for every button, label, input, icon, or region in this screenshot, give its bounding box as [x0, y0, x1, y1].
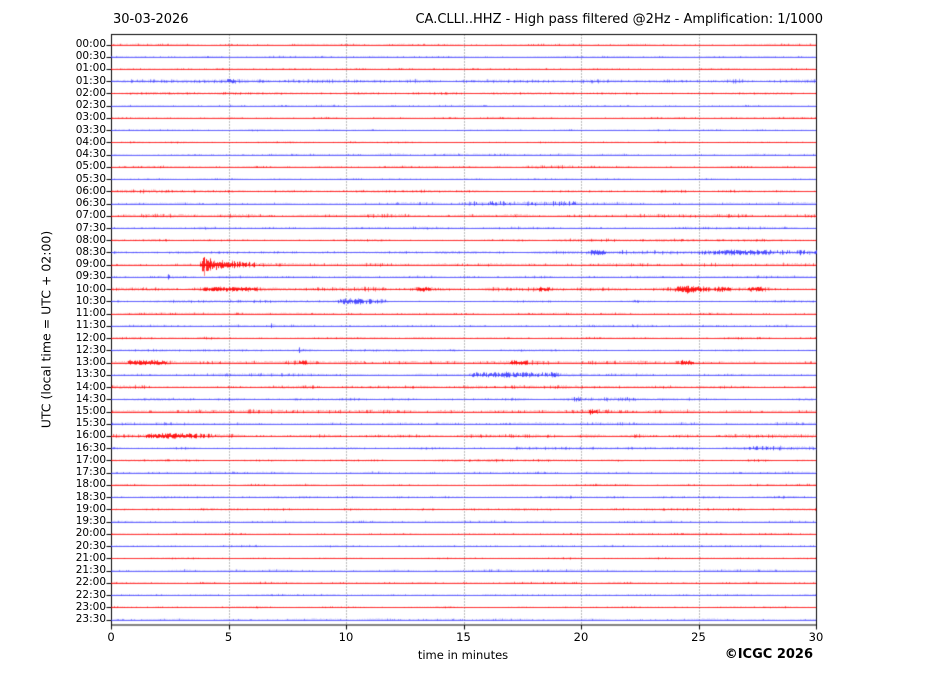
y-tick-label: 09:30	[75, 270, 106, 283]
y-tick-label: 17:30	[75, 466, 106, 479]
x-tick-label: 5	[224, 630, 233, 644]
y-tick-label: 20:00	[75, 527, 106, 540]
y-tick-label: 11:30	[75, 319, 106, 332]
y-tick-label: 22:00	[75, 576, 106, 589]
y-tick-label: 17:00	[75, 453, 106, 466]
y-tick-label: 12:30	[75, 343, 106, 356]
y-tick-label: 13:00	[75, 356, 106, 369]
x-tick-label: 30	[808, 630, 824, 644]
y-tick-label: 08:00	[75, 233, 106, 246]
y-tick-label: 01:00	[75, 62, 106, 75]
y-tick-label: 06:00	[75, 184, 106, 197]
y-tick-label: 12:00	[75, 331, 106, 344]
y-tick-label: 22:30	[75, 588, 106, 601]
y-tick-label: 04:00	[75, 135, 106, 148]
y-tick-label: 13:30	[75, 368, 106, 381]
y-tick-label: 11:00	[75, 307, 106, 320]
y-tick-label: 18:30	[75, 490, 106, 503]
y-tick-label: 18:00	[75, 478, 106, 491]
y-tick-label: 08:30	[75, 245, 106, 258]
y-tick-label: 07:00	[75, 209, 106, 222]
y-tick-label: 21:00	[75, 551, 106, 564]
x-tick-label: 25	[691, 630, 706, 644]
y-tick-label: 19:00	[75, 502, 106, 515]
copyright-label: ©ICGC 2026	[724, 647, 813, 662]
y-tick-label: 16:00	[75, 429, 106, 442]
date-label: 30-03-2026	[113, 12, 189, 27]
y-tick-label: 10:30	[75, 294, 106, 307]
y-tick-label: 09:00	[75, 258, 106, 271]
y-tick-label: 00:30	[75, 50, 106, 63]
y-tick-label: 05:30	[75, 172, 106, 185]
y-tick-label: 23:30	[75, 613, 106, 625]
y-tick-label: 02:30	[75, 99, 106, 112]
y-tick-label: 21:30	[75, 564, 106, 577]
y-tick-label: 03:00	[75, 111, 106, 124]
y-tick-label: 02:00	[75, 86, 106, 99]
y-tick-label: 16:30	[75, 441, 106, 454]
y-tick-label: 04:30	[75, 148, 106, 161]
x-tick-label: 20	[573, 630, 589, 644]
y-tick-label: 14:30	[75, 392, 106, 405]
y-tick-label: 19:30	[75, 515, 106, 528]
y-tick-label: 03:30	[75, 123, 106, 136]
y-tick-label: 06:30	[75, 197, 106, 210]
y-tick-label: 01:30	[75, 74, 106, 87]
y-tick-label: 00:00	[75, 38, 106, 50]
x-tick-label: 0	[107, 630, 115, 644]
x-tick-label: 10	[338, 630, 354, 644]
x-axis-label: time in minutes	[417, 648, 509, 662]
y-tick-label: 14:00	[75, 380, 106, 393]
y-tick-label: 05:00	[75, 160, 106, 173]
page-title: CA.CLLI..HHZ - High pass filtered @2Hz -…	[415, 12, 823, 27]
y-tick-label: 07:30	[75, 221, 106, 234]
y-tick-label: 20:30	[75, 539, 106, 552]
x-tick-label: 15	[456, 630, 471, 644]
y-tick-label: 10:00	[75, 282, 106, 295]
y-tick-label: 15:30	[75, 417, 106, 430]
y-tick-label: 23:00	[75, 600, 106, 613]
y-tick-label: 15:00	[75, 405, 106, 418]
